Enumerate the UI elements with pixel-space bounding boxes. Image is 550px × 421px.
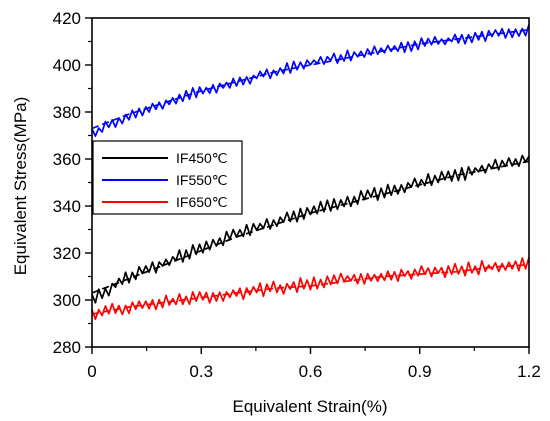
series-fit-line	[91, 263, 530, 315]
y-tick-label: 300	[53, 291, 81, 310]
x-tick-label: 0.3	[189, 362, 213, 381]
y-tick-label: 420	[53, 9, 81, 28]
series-line	[91, 24, 530, 137]
x-tick-label: 0.9	[408, 362, 432, 381]
legend-label: IF550℃	[176, 172, 228, 188]
series-line	[91, 154, 530, 304]
y-tick-label: 320	[53, 244, 81, 263]
y-axis-title: Equivalent Stress(MPa)	[11, 97, 30, 276]
x-tick-label: 0.6	[299, 362, 323, 381]
series-fit-line	[91, 28, 530, 130]
y-tick-label: 280	[53, 338, 81, 357]
x-tick-label: 1.2	[517, 362, 541, 381]
series-line	[91, 257, 530, 321]
y-tick-label: 340	[53, 197, 81, 216]
x-axis-title: Equivalent Strain(%)	[233, 397, 388, 416]
x-tick-label: 0	[87, 362, 96, 381]
y-tick-label: 400	[53, 56, 81, 75]
y-tick-label: 380	[53, 103, 81, 122]
y-tick-label: 360	[53, 150, 81, 169]
legend: IF450℃ IF550℃ IF650℃	[92, 140, 243, 215]
series-fit-line	[91, 160, 530, 294]
series-layer	[91, 24, 530, 321]
legend-label: IF450℃	[176, 150, 228, 166]
ticks-layer: 0 0.3 0.6 0.9 1.2 280 300 320 340 360 380 400 420	[53, 9, 541, 381]
legend-label: IF650℃	[176, 194, 228, 210]
